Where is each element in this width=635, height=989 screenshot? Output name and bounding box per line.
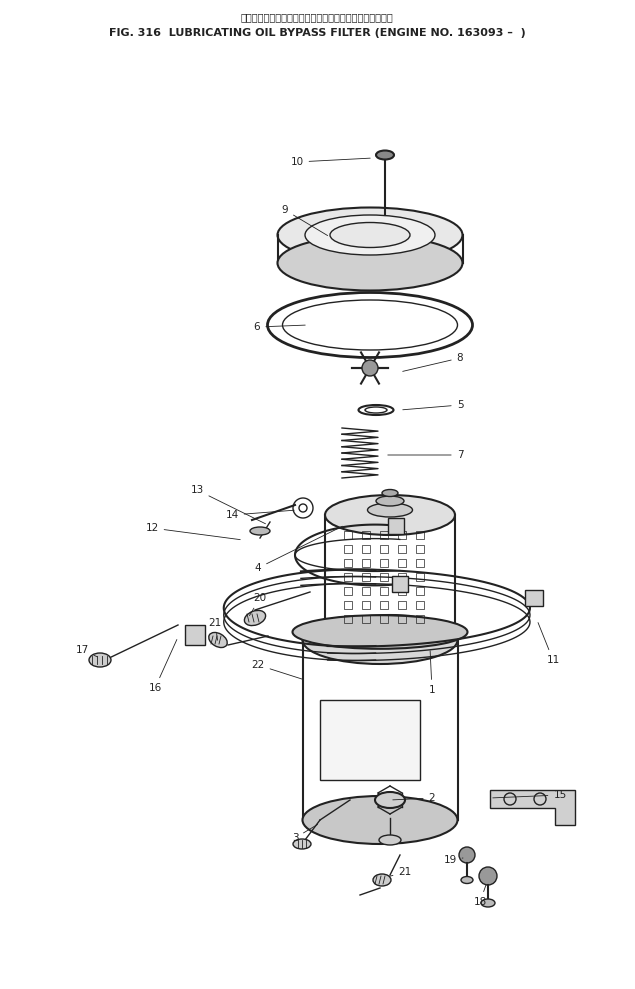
Text: 15: 15 bbox=[493, 790, 566, 800]
Bar bbox=[416, 587, 424, 595]
Bar bbox=[380, 587, 388, 595]
Bar bbox=[398, 573, 406, 581]
Ellipse shape bbox=[277, 208, 462, 262]
Ellipse shape bbox=[461, 876, 473, 883]
Text: ルーブリケーティングオイルバイパスフィルタ　適用号機: ルーブリケーティングオイルバイパスフィルタ 適用号機 bbox=[241, 12, 393, 22]
Bar bbox=[362, 615, 370, 623]
Bar bbox=[416, 545, 424, 553]
Bar bbox=[344, 601, 352, 609]
Ellipse shape bbox=[379, 835, 401, 845]
Bar bbox=[344, 559, 352, 567]
Text: 19: 19 bbox=[443, 855, 463, 865]
Ellipse shape bbox=[375, 792, 405, 808]
Ellipse shape bbox=[293, 839, 311, 849]
Ellipse shape bbox=[302, 796, 457, 844]
Bar bbox=[398, 559, 406, 567]
Text: 20: 20 bbox=[250, 593, 267, 615]
Bar bbox=[398, 545, 406, 553]
Text: 18: 18 bbox=[473, 884, 486, 907]
Ellipse shape bbox=[373, 874, 391, 886]
Ellipse shape bbox=[277, 235, 462, 291]
Bar bbox=[392, 576, 408, 591]
Bar bbox=[380, 615, 388, 623]
Bar bbox=[344, 531, 352, 539]
Circle shape bbox=[459, 847, 475, 863]
Bar bbox=[398, 615, 406, 623]
Text: 16: 16 bbox=[149, 640, 177, 693]
Bar bbox=[344, 587, 352, 595]
Ellipse shape bbox=[382, 490, 398, 496]
Bar bbox=[362, 559, 370, 567]
Bar bbox=[380, 545, 388, 553]
Text: 7: 7 bbox=[388, 450, 464, 460]
Ellipse shape bbox=[302, 616, 457, 664]
Bar bbox=[416, 531, 424, 539]
Bar bbox=[416, 615, 424, 623]
Text: 14: 14 bbox=[225, 510, 294, 520]
Bar bbox=[185, 625, 205, 645]
Ellipse shape bbox=[325, 495, 455, 535]
Circle shape bbox=[362, 360, 378, 376]
Bar bbox=[416, 573, 424, 581]
Text: 1: 1 bbox=[429, 651, 436, 695]
Bar bbox=[362, 573, 370, 581]
Ellipse shape bbox=[376, 150, 394, 159]
Text: FIG. 316  LUBRICATING OIL BYPASS FILTER (ENGINE NO. 163093 –  ): FIG. 316 LUBRICATING OIL BYPASS FILTER (… bbox=[109, 28, 525, 38]
Text: 22: 22 bbox=[251, 660, 302, 679]
Bar bbox=[380, 573, 388, 581]
Ellipse shape bbox=[325, 615, 455, 655]
Text: 10: 10 bbox=[290, 157, 370, 167]
Ellipse shape bbox=[481, 899, 495, 907]
Text: 6: 6 bbox=[254, 322, 305, 332]
Polygon shape bbox=[490, 790, 575, 825]
Bar bbox=[362, 531, 370, 539]
Ellipse shape bbox=[368, 503, 413, 517]
Bar bbox=[344, 573, 352, 581]
Bar bbox=[416, 559, 424, 567]
Bar bbox=[380, 601, 388, 609]
Bar bbox=[344, 545, 352, 553]
Text: 5: 5 bbox=[403, 400, 464, 410]
Text: 8: 8 bbox=[403, 353, 464, 371]
Text: 2: 2 bbox=[393, 793, 436, 803]
Text: 13: 13 bbox=[190, 485, 265, 524]
Bar bbox=[380, 559, 388, 567]
Ellipse shape bbox=[376, 496, 404, 506]
Text: 4: 4 bbox=[255, 526, 342, 573]
Bar bbox=[398, 587, 406, 595]
Text: 9: 9 bbox=[282, 205, 328, 235]
Bar bbox=[362, 545, 370, 553]
Bar bbox=[416, 601, 424, 609]
Bar bbox=[362, 601, 370, 609]
Ellipse shape bbox=[244, 610, 265, 626]
Text: 3: 3 bbox=[291, 825, 318, 843]
Bar bbox=[525, 590, 543, 606]
Ellipse shape bbox=[330, 223, 410, 247]
Bar bbox=[398, 531, 406, 539]
Ellipse shape bbox=[89, 653, 111, 667]
Ellipse shape bbox=[305, 215, 435, 255]
Text: 17: 17 bbox=[76, 645, 97, 657]
Ellipse shape bbox=[209, 633, 227, 648]
Bar bbox=[388, 518, 404, 534]
Text: 11: 11 bbox=[538, 623, 559, 665]
Bar bbox=[320, 700, 420, 780]
Ellipse shape bbox=[250, 527, 270, 535]
Bar bbox=[344, 615, 352, 623]
Bar bbox=[362, 587, 370, 595]
Bar bbox=[398, 601, 406, 609]
Text: 12: 12 bbox=[145, 523, 240, 540]
Ellipse shape bbox=[293, 615, 467, 649]
Circle shape bbox=[479, 867, 497, 885]
Bar bbox=[380, 531, 388, 539]
Text: 21: 21 bbox=[208, 618, 222, 640]
Text: 21: 21 bbox=[390, 867, 411, 877]
